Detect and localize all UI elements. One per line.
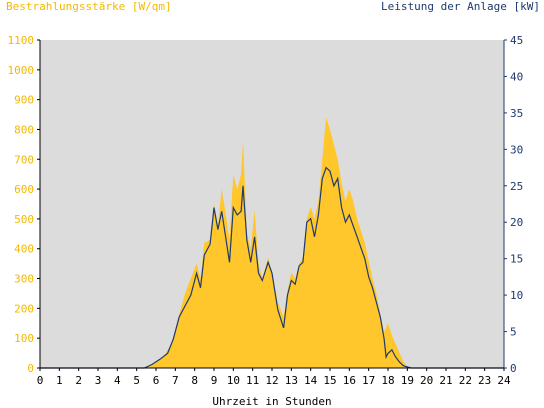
irradiance-area bbox=[40, 117, 504, 368]
power-line bbox=[40, 166, 504, 369]
x-tick-label: 11 bbox=[246, 374, 259, 387]
x-tick-label: 23 bbox=[478, 374, 491, 387]
x-tick-label: 19 bbox=[401, 374, 414, 387]
x-tick-label: 3 bbox=[95, 374, 102, 387]
x-tick-label: 10 bbox=[227, 374, 240, 387]
x-tick-label: 24 bbox=[497, 374, 511, 387]
x-tick-label: 6 bbox=[153, 374, 160, 387]
x-tick-label: 1 bbox=[56, 374, 63, 387]
y-left-tick-label: 100 bbox=[14, 332, 34, 345]
x-tick-label: 17 bbox=[362, 374, 375, 387]
left-axis-label: Bestrahlungsstärke [W/qm] bbox=[6, 0, 172, 13]
y-right-tick-label: 20 bbox=[510, 216, 523, 229]
x-tick-label: 9 bbox=[211, 374, 218, 387]
y-left-tick-label: 800 bbox=[14, 123, 34, 136]
x-tick-label: 21 bbox=[439, 374, 452, 387]
x-tick-label: 0 bbox=[37, 374, 44, 387]
y-right-tick-label: 10 bbox=[510, 289, 523, 302]
y-left-tick-label: 300 bbox=[14, 273, 34, 286]
x-tick-label: 20 bbox=[420, 374, 433, 387]
x-tick-label: 14 bbox=[304, 374, 318, 387]
y-left-tick-label: 900 bbox=[14, 94, 34, 107]
y-right-tick-label: 0 bbox=[510, 362, 517, 375]
x-tick-label: 13 bbox=[285, 374, 298, 387]
y-left-tick-label: 600 bbox=[14, 183, 34, 196]
y-right-tick-label: 30 bbox=[510, 143, 523, 156]
y-left-tick-label: 700 bbox=[14, 153, 34, 166]
y-left-tick-label: 1000 bbox=[8, 64, 35, 77]
x-tick-label: 5 bbox=[133, 374, 140, 387]
x-tick-label: 2 bbox=[75, 374, 82, 387]
y-right-tick-label: 35 bbox=[510, 107, 523, 120]
x-tick-label: 7 bbox=[172, 374, 179, 387]
y-right-tick-label: 15 bbox=[510, 253, 523, 266]
x-tick-label: 12 bbox=[265, 374, 278, 387]
x-tick-label: 15 bbox=[323, 374, 336, 387]
y-left-tick-label: 200 bbox=[14, 302, 34, 315]
y-right-tick-label: 25 bbox=[510, 180, 523, 193]
y-right-tick-label: 5 bbox=[510, 326, 517, 339]
right-axis-label: Leistung der Anlage [kW] bbox=[381, 0, 540, 13]
x-axis-label: Uhrzeit in Stunden bbox=[212, 395, 332, 408]
y-left-tick-label: 500 bbox=[14, 213, 34, 226]
x-tick-label: 16 bbox=[343, 374, 356, 387]
x-tick-label: 4 bbox=[114, 374, 121, 387]
y-left-tick-label: 1100 bbox=[8, 34, 35, 47]
y-left-tick-label: 400 bbox=[14, 243, 34, 256]
x-tick-label: 22 bbox=[459, 374, 472, 387]
y-right-tick-label: 40 bbox=[510, 70, 523, 83]
y-right-tick-label: 45 bbox=[510, 34, 523, 47]
x-tick-label: 18 bbox=[381, 374, 394, 387]
x-tick-label: 8 bbox=[191, 374, 198, 387]
y-left-tick-label: 0 bbox=[27, 362, 34, 375]
